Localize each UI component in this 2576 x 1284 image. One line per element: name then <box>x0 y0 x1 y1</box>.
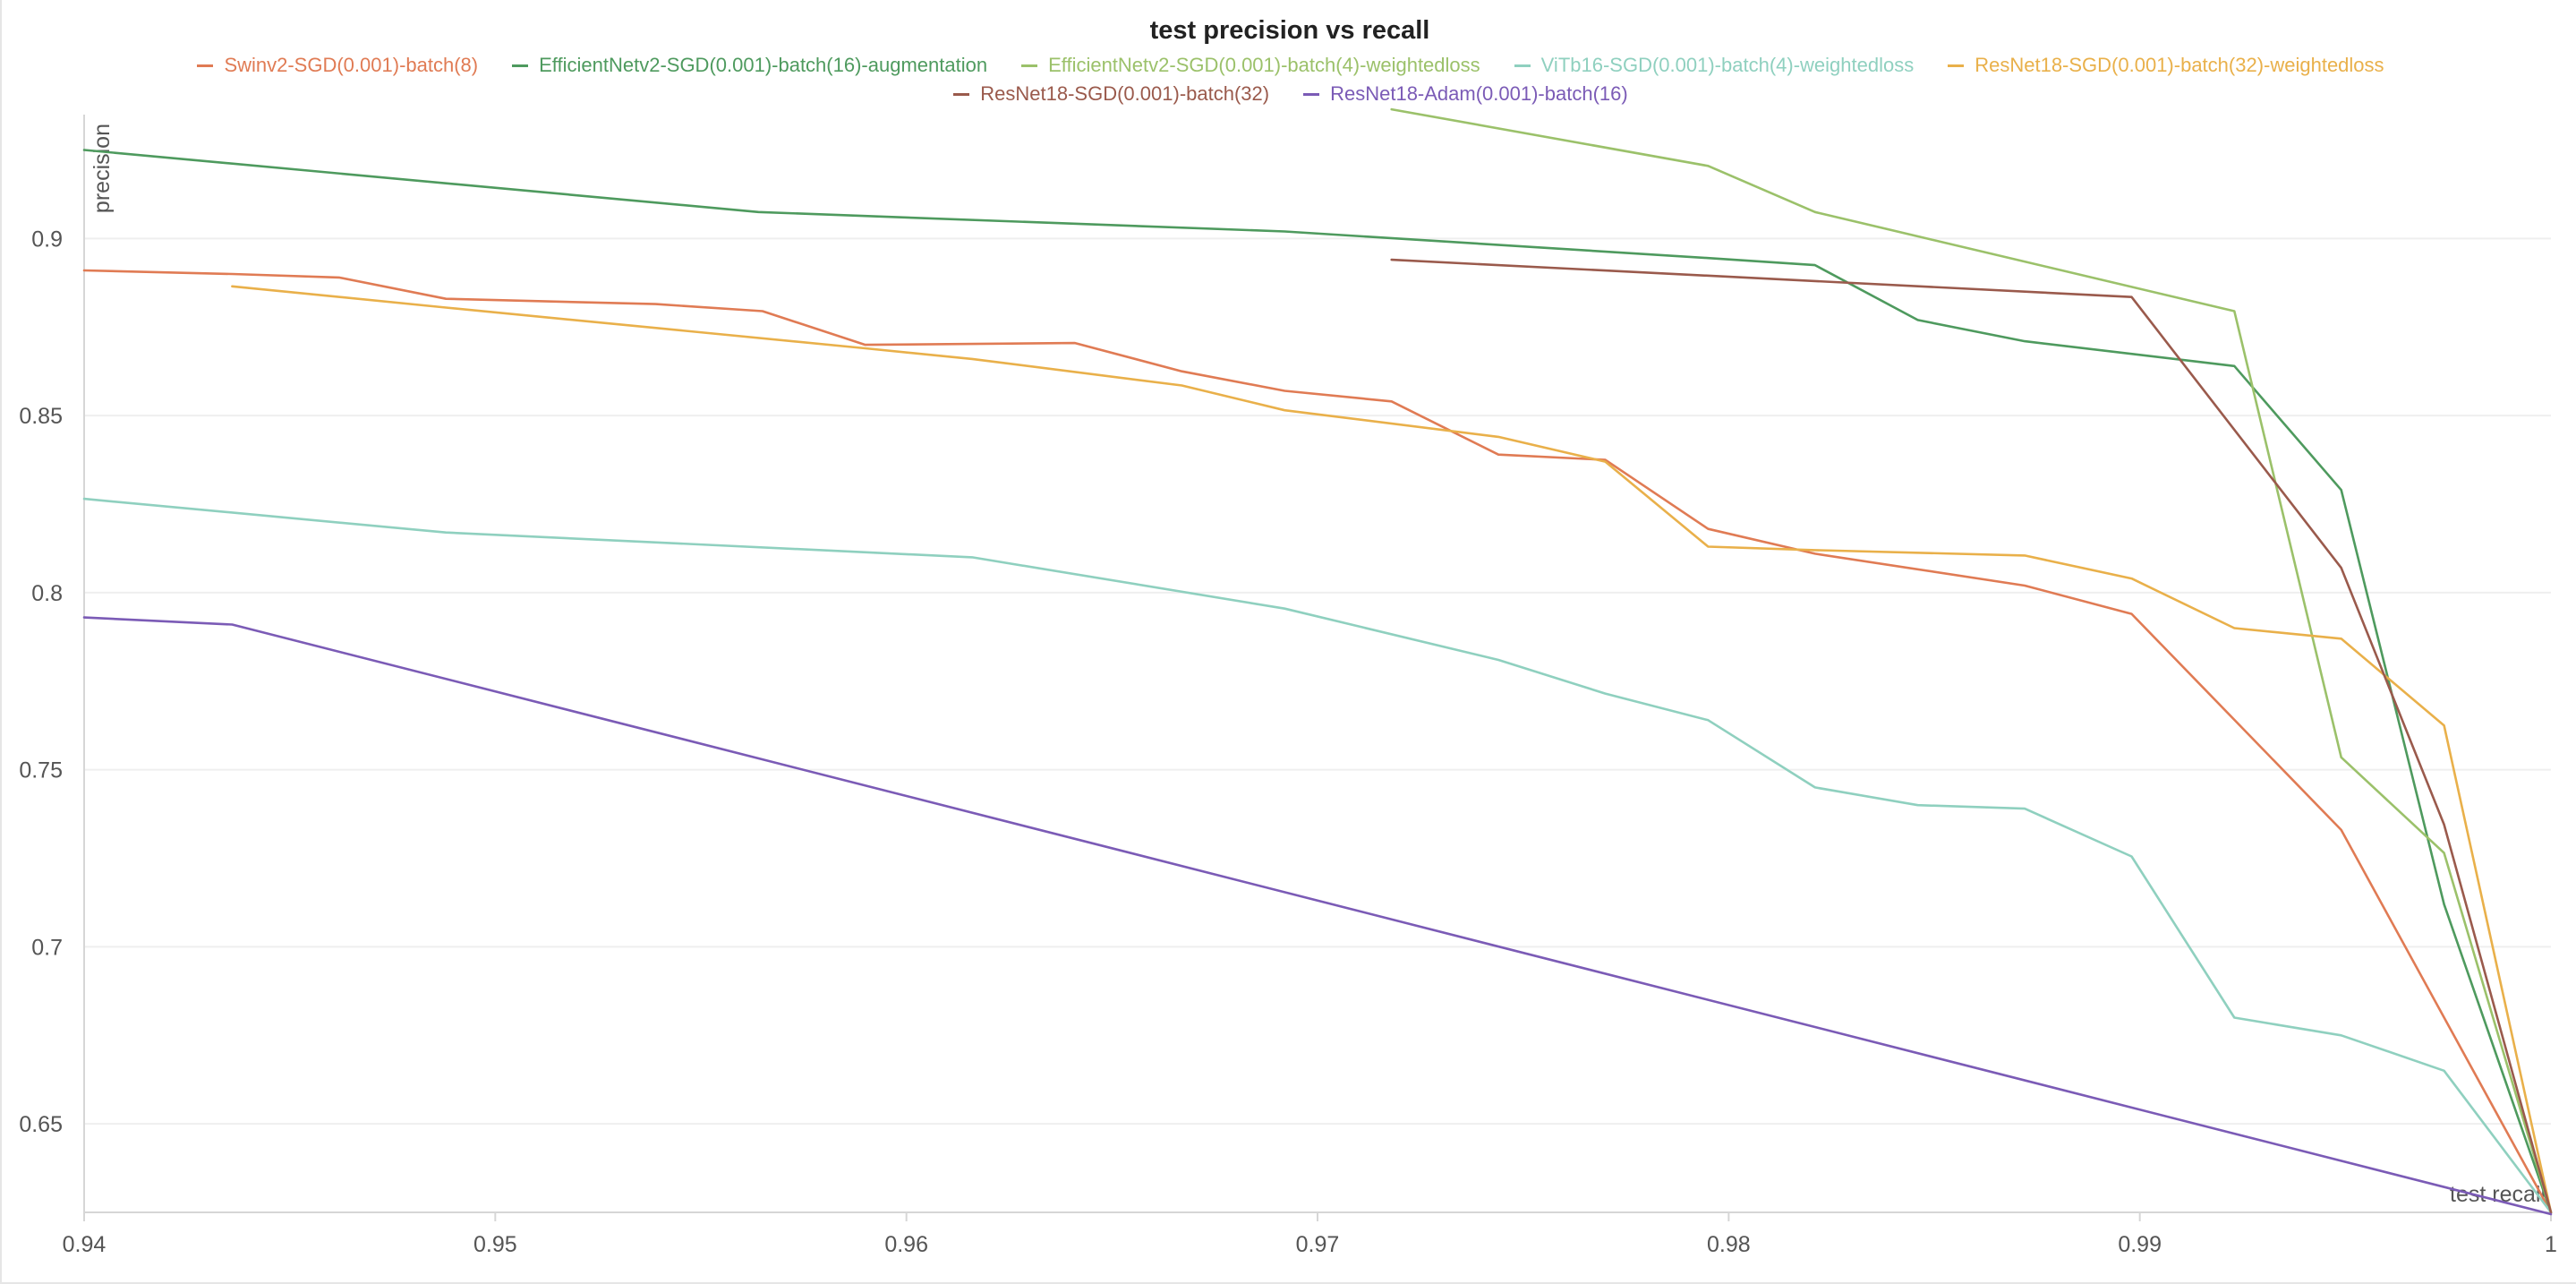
series-line-3 <box>82 497 2553 1214</box>
x-tick-label: 0.94 <box>63 1232 107 1257</box>
legend: Swinv2-SGD(0.001)-batch(8) EfficientNetv2… <box>91 54 2490 106</box>
legend-label: Swinv2-SGD(0.001)-batch(8) <box>224 54 479 76</box>
legend-item[interactable]: ResNet18-SGD(0.001)-batch(32) <box>953 82 1269 106</box>
legend-swatch <box>1514 64 1531 67</box>
legend-item[interactable]: EfficientNetv2-SGD(0.001)-batch(4)-weigh… <box>1021 54 1480 77</box>
y-tick-label: 0.9 <box>31 227 63 252</box>
series-line-6 <box>82 616 2553 1216</box>
legend-item[interactable]: ResNet18-SGD(0.001)-batch(32)-weightedlo… <box>1948 54 2384 77</box>
legend-swatch <box>1948 64 1965 67</box>
legend-swatch <box>197 64 214 67</box>
x-tick-label: 0.95 <box>473 1232 517 1257</box>
legend-label: ViTb16-SGD(0.001)-batch(4)-weightedloss <box>1540 54 1915 76</box>
y-axis-label: precision <box>90 124 115 213</box>
x-axis-label: test recall <box>2450 1182 2546 1207</box>
legend-label: ResNet18-SGD(0.001)-batch(32)-weightedlo… <box>1975 54 2384 76</box>
y-tick-label: 0.85 <box>19 404 63 429</box>
series-line-0 <box>82 269 2553 1214</box>
y-tick-label: 0.7 <box>31 935 63 960</box>
y-tick-label: 0.8 <box>31 581 63 606</box>
x-tick-label: 0.97 <box>1296 1232 1340 1257</box>
chart-title: test precision vs recall <box>1149 16 1430 45</box>
legend-label: EfficientNetv2-SGD(0.001)-batch(4)-weigh… <box>1048 54 1480 76</box>
x-tick-label: 0.96 <box>884 1232 928 1257</box>
y-tick-label: 0.65 <box>19 1112 63 1137</box>
y-tick-label: 0.75 <box>19 758 63 783</box>
series-line-1 <box>82 149 2553 1214</box>
legend-label: ResNet18-Adam(0.001)-batch(16) <box>1330 82 1628 105</box>
legend-item[interactable]: ViTb16-SGD(0.001)-batch(4)-weightedloss <box>1514 54 1915 77</box>
x-tick-label: 1 <box>2545 1232 2557 1257</box>
legend-item[interactable]: EfficientNetv2-SGD(0.001)-batch(16)-augm… <box>512 54 987 77</box>
legend-swatch <box>953 92 970 96</box>
x-tick-label: 0.99 <box>2118 1232 2162 1257</box>
series-line-4 <box>231 285 2553 1214</box>
series-line-5 <box>1390 258 2553 1214</box>
series-line-2 <box>1390 107 2553 1214</box>
legend-swatch <box>512 64 529 67</box>
legend-swatch <box>1303 92 1320 96</box>
legend-label: EfficientNetv2-SGD(0.001)-batch(16)-augm… <box>539 54 988 76</box>
legend-item[interactable]: Swinv2-SGD(0.001)-batch(8) <box>197 54 478 77</box>
legend-item[interactable]: ResNet18-Adam(0.001)-batch(16) <box>1303 82 1628 106</box>
x-tick-label: 0.98 <box>1707 1232 1751 1257</box>
legend-label: ResNet18-SGD(0.001)-batch(32) <box>980 82 1270 105</box>
legend-swatch <box>1021 64 1038 67</box>
